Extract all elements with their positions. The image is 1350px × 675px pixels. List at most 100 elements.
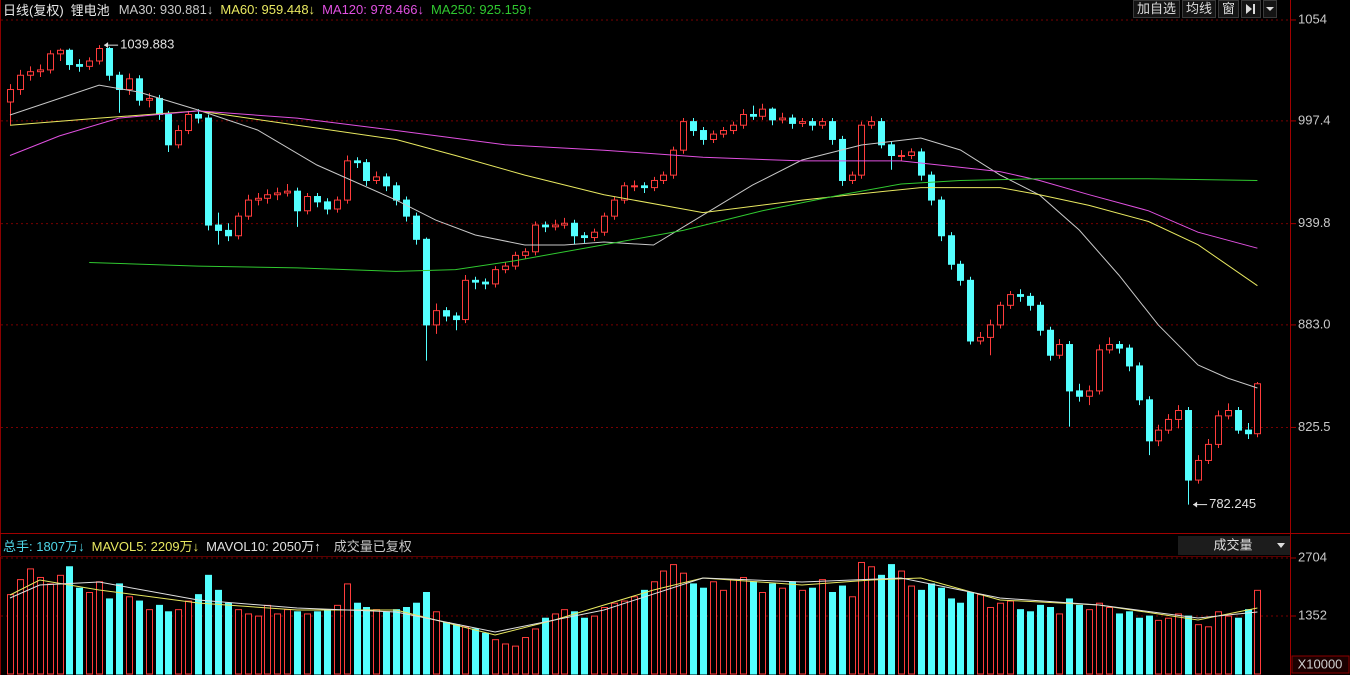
candle-body: [96, 48, 103, 62]
volume-bar: [581, 617, 588, 675]
volume-bar: [106, 598, 113, 675]
candle-body: [601, 215, 608, 233]
volume-bar: [542, 617, 549, 675]
volume-bar: [601, 607, 608, 675]
candle-body: [1185, 410, 1192, 481]
candle-body: [571, 222, 578, 237]
candle-body: [314, 196, 321, 203]
candle-body: [245, 199, 252, 217]
candle-body: [1037, 304, 1044, 331]
candle-body: [334, 199, 341, 210]
indicator-selector-label[interactable]: 成交量: [1213, 537, 1252, 552]
candle-body: [948, 235, 955, 265]
candle-body: [849, 174, 856, 181]
candle-body: [185, 113, 192, 132]
volume-bar: [611, 602, 618, 675]
volume-bar: [274, 613, 281, 675]
volume-bar: [334, 604, 341, 675]
toolbar-button[interactable]: 窗: [1218, 0, 1240, 18]
volume-bar: [37, 576, 44, 675]
candle-body: [1165, 418, 1172, 431]
volume-unit: X10000: [1298, 656, 1343, 671]
toolbar-button[interactable]: 均线: [1182, 0, 1217, 18]
candle-body: [542, 224, 549, 228]
menu-icon[interactable]: [1263, 0, 1278, 18]
volume-bar: [1185, 615, 1192, 675]
volume-bar: [126, 596, 133, 675]
volume-bar: [839, 585, 846, 675]
candle-body: [264, 194, 271, 199]
volume-bar: [651, 581, 658, 675]
candle-body: [76, 64, 83, 67]
unit-box: [1291, 655, 1350, 674]
volume-bar: [928, 583, 935, 675]
volume-bar: [7, 594, 14, 675]
annotation-arrowhead: [1193, 501, 1198, 508]
volume-bar: [1027, 611, 1034, 675]
volume-bar: [977, 594, 984, 675]
volume-bar: [700, 587, 707, 675]
candle-body: [1047, 329, 1054, 356]
volume-bar: [215, 589, 222, 675]
candle-body: [66, 49, 73, 66]
volume-bar: [423, 591, 430, 675]
candle-body: [611, 199, 618, 217]
volume-bar: [898, 570, 905, 675]
volume-bar: [710, 581, 717, 675]
volume-bar: [1096, 602, 1103, 675]
candle-body: [47, 53, 54, 71]
candle-body: [284, 190, 291, 194]
candle-body: [987, 324, 994, 338]
candle-body: [413, 215, 420, 240]
candle-body: [522, 251, 529, 256]
volume-bar: [1106, 607, 1113, 675]
volume-bar: [502, 643, 509, 675]
volume-bar: [957, 602, 964, 675]
candle-body: [235, 215, 242, 237]
candle-body: [759, 108, 766, 117]
candle-body: [462, 279, 469, 321]
volume-bar: [235, 609, 242, 675]
candle-body: [670, 149, 677, 176]
expand-icon[interactable]: [1241, 0, 1262, 18]
volume-bar: [245, 613, 252, 675]
candle-body: [1096, 349, 1103, 392]
candle-body: [710, 133, 717, 140]
candle-body: [680, 121, 687, 151]
volume-bar: [443, 622, 450, 675]
volume-bar: [136, 600, 143, 675]
price-legend: 日线(复权) 锂电池 MA30: 930.881↓ MA60: 959.448↓ MA1…: [3, 0, 533, 18]
ma-legend: MA60: 959.448↓: [220, 1, 316, 17]
candle-body: [1254, 383, 1261, 435]
y-tick-label: 1352: [1298, 607, 1327, 622]
volume-bar: [522, 637, 529, 675]
moving-average-line: [89, 178, 1258, 272]
candle-body: [1086, 390, 1093, 397]
candle-body: [354, 160, 361, 164]
volume-bar: [363, 607, 370, 675]
dropdown-arrow[interactable]: [1277, 543, 1285, 548]
candle-body: [205, 117, 212, 226]
candle-body: [1027, 295, 1034, 306]
candle-body: [373, 176, 380, 181]
volume-bar: [1205, 626, 1212, 675]
menu-glyph: [1266, 7, 1275, 11]
volume-bar: [908, 585, 915, 675]
candle-body: [165, 113, 172, 146]
toolbar-button[interactable]: 加自选: [1133, 0, 1181, 18]
candle-body: [423, 238, 430, 326]
volume-bar: [255, 615, 262, 675]
volume-bar: [492, 639, 499, 675]
volume-bar: [769, 583, 776, 675]
indicator-selector[interactable]: [1178, 536, 1290, 555]
candle-body: [789, 117, 796, 124]
volume-bar: [344, 583, 351, 675]
volume-bar: [829, 591, 836, 675]
candle-body: [700, 130, 707, 140]
candle-body: [274, 192, 281, 196]
candle-body: [37, 69, 44, 73]
candle-body: [967, 279, 974, 342]
candle-body: [472, 279, 479, 283]
volume-bar: [1175, 613, 1182, 675]
toolbar: 加自选 均线窗: [1133, 0, 1278, 18]
